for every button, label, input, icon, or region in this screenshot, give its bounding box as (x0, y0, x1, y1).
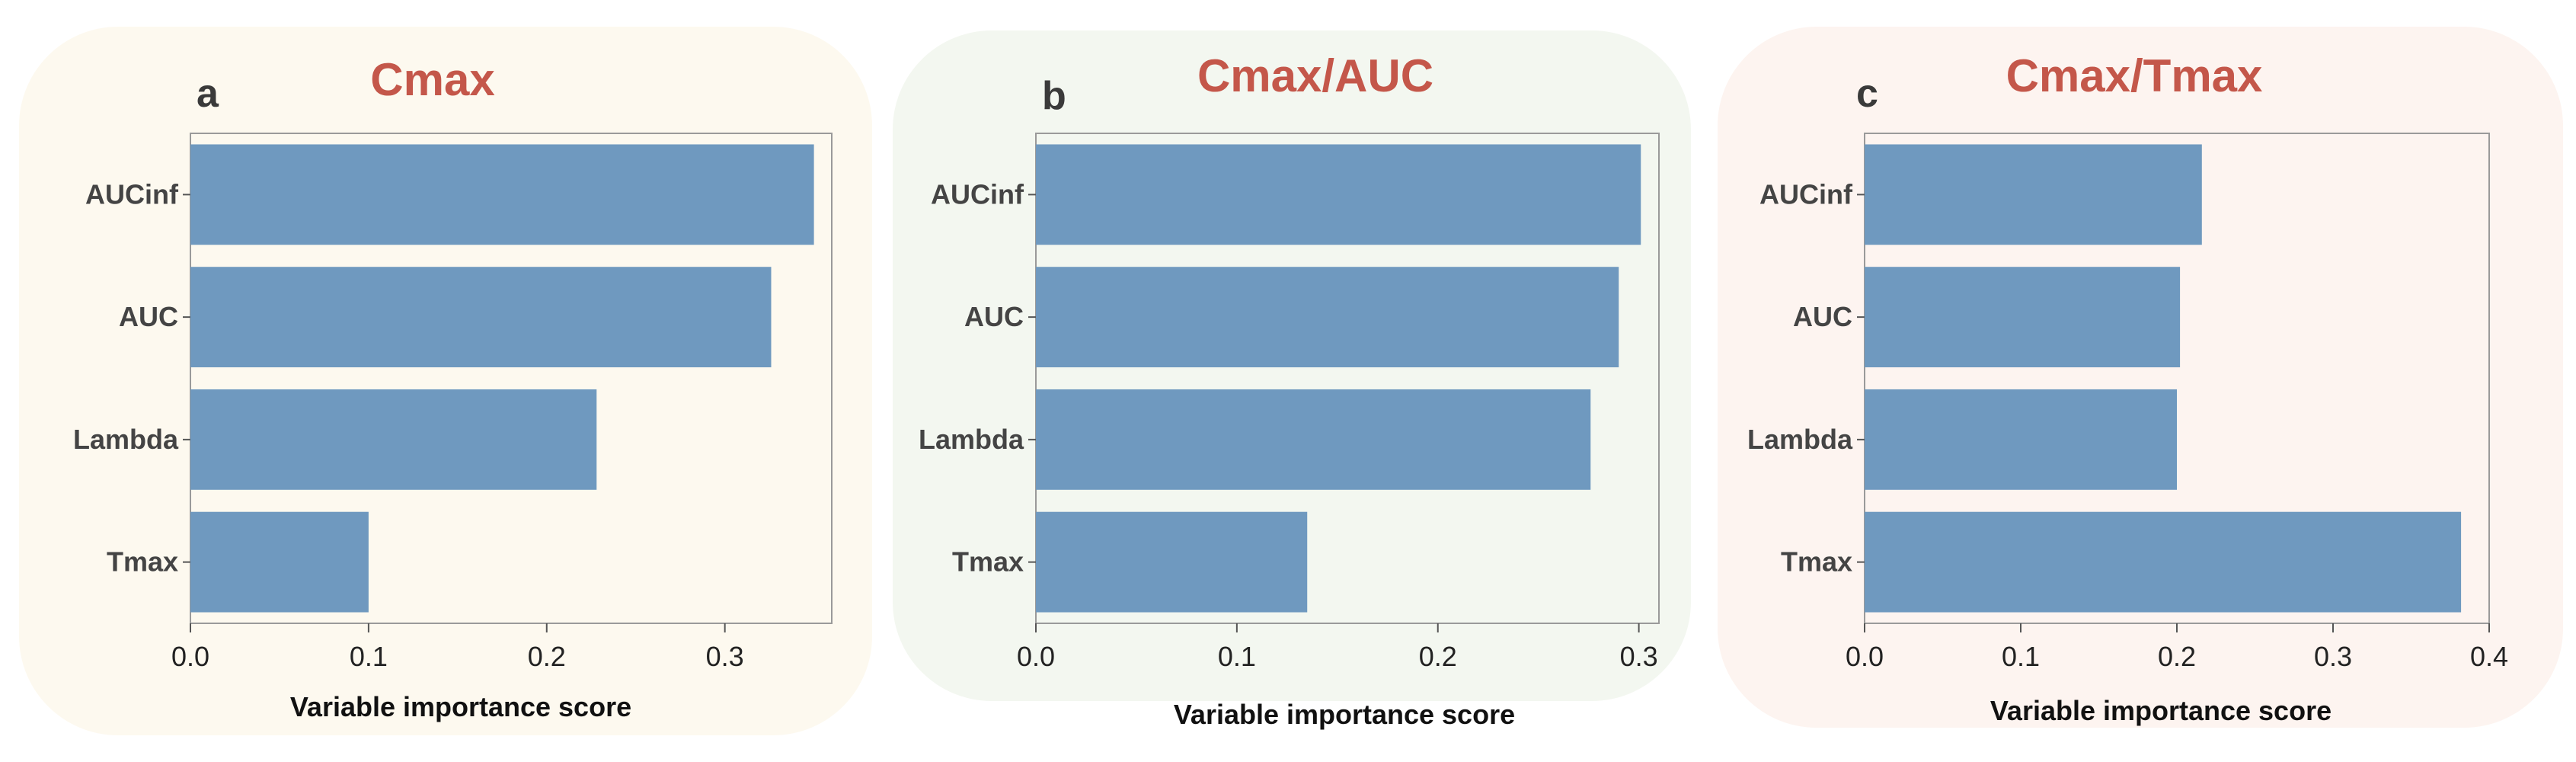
panel-a-x-tick-label: 0.0 (171, 641, 209, 672)
panel-c-x-tick-label: 0.1 (2002, 641, 2040, 672)
panel-b-category-label: Lambda (919, 424, 1024, 455)
panel-c-x-tick-label: 0.0 (1846, 641, 1884, 672)
panel-b-category-label: AUCinf (931, 178, 1024, 210)
panel-a-x-tick-label: 0.3 (706, 641, 744, 672)
panel-c-bar-tmax (1865, 511, 2462, 613)
panel-a-bar-tmax (190, 511, 369, 613)
panel-b-bar-aucinf (1036, 144, 1641, 245)
panel-a-x-tick-label: 0.1 (350, 641, 388, 672)
panel-b-x-tick-label: 0.3 (1620, 641, 1658, 672)
panel-a-category-label: Tmax (107, 546, 178, 578)
panel-a-plot-frame (190, 133, 833, 624)
panel-c: c Cmax/Tmax Variable importance score AU… (1747, 50, 2508, 726)
panel-c-letter: c (1856, 72, 1878, 116)
panel-b-title: Cmax/AUC (1197, 50, 1433, 101)
panel-a-title: Cmax (370, 54, 494, 105)
panel-b-bar-lambda (1036, 389, 1591, 490)
panel-a: a Cmax Variable importance score AUCinf A… (73, 54, 833, 722)
panel-b-x-axis-label: Variable importance score (1174, 699, 1515, 730)
panel-c-bar-aucinf (1865, 144, 2202, 245)
panel-c-title: Cmax/Tmax (2006, 50, 2263, 101)
panel-c-x-tick-label: 0.2 (2158, 641, 2196, 672)
panel-c-category-label: AUC (1793, 301, 1852, 332)
panel-a-bar-aucinf (190, 144, 814, 245)
panel-b-category-label: AUC (964, 301, 1024, 332)
panel-c-x-tick-label: 0.4 (2470, 641, 2508, 672)
panel-a-x-tick-label: 0.2 (528, 641, 566, 672)
panel-a-category-label: AUCinf (85, 178, 179, 210)
panel-c-bar-auc (1865, 267, 2181, 368)
panel-b-plot-frame (1035, 133, 1660, 624)
panel-b-letter: b (1042, 74, 1066, 118)
panel-c-bar-lambda (1865, 389, 2177, 490)
panel-a-category-label: AUC (119, 301, 178, 332)
panel-c-x-tick-label: 0.3 (2314, 641, 2352, 672)
panel-b-x-tick-label: 0.0 (1017, 641, 1055, 672)
panel-c-x-axis-label: Variable importance score (1990, 695, 2332, 726)
panel-b-x-tick-label: 0.1 (1218, 641, 1256, 672)
panel-a-letter: a (197, 72, 219, 116)
panel-c-category-label: Lambda (1747, 424, 1853, 455)
panel-a-category-label: Lambda (73, 424, 179, 455)
panel-b-bar-auc (1036, 267, 1619, 368)
panel-a-x-axis-label: Variable importance score (290, 691, 631, 722)
panel-a-bar-auc (190, 267, 772, 368)
panel-a-bar-lambda (190, 389, 597, 490)
panel-c-category-label: AUCinf (1759, 178, 1853, 210)
panel-b-bar-tmax (1036, 511, 1308, 613)
panel-b-category-label: Tmax (952, 546, 1024, 578)
panel-b-x-tick-label: 0.2 (1419, 641, 1457, 672)
panel-c-category-label: Tmax (1781, 546, 1852, 578)
panel-b: b Cmax/AUC Variable importance score AUC… (919, 50, 1660, 730)
